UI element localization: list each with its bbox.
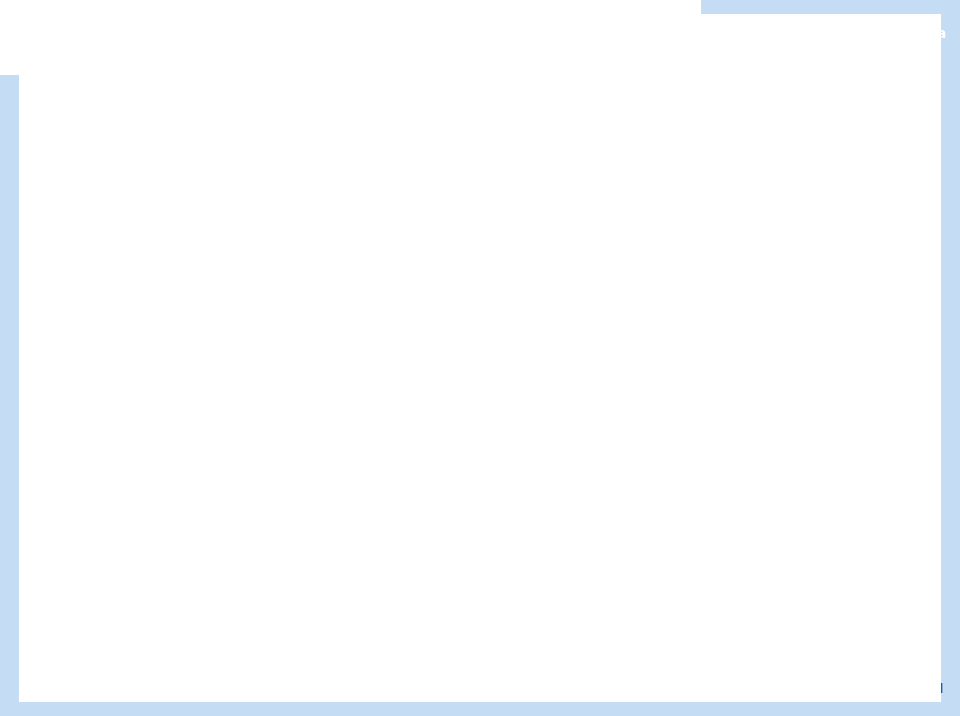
Text: -2,3%: -2,3%	[420, 642, 451, 652]
Ellipse shape	[660, 193, 704, 237]
Text: Polska: Polska	[896, 26, 948, 41]
Text: Spółki potwierdza właściwy kierunek strategii Poczty Polskiej: Spółki potwierdza właściwy kierunek stra…	[125, 127, 656, 142]
Bar	[534, 594, 597, 615]
Text: 4,9%: 4,9%	[489, 600, 516, 610]
Ellipse shape	[328, 193, 372, 237]
Text: -4,9%: -4,9%	[351, 621, 382, 631]
Ellipse shape	[31, 82, 108, 151]
Text: Działania restrukturyzacyjne (Plan Działań: Działania restrukturyzacyjne (Plan Dział…	[379, 195, 601, 205]
Text: ROA brutto: ROA brutto	[43, 621, 101, 631]
Bar	[534, 615, 597, 637]
Text: Sukcesywna poprawa podstawowych wskaźników finansowych: Sukcesywna poprawa podstawowych wskaźnik…	[125, 92, 664, 108]
Bar	[29, 175, 307, 255]
Bar	[401, 594, 470, 615]
Bar	[332, 573, 401, 594]
Bar	[38, 594, 269, 615]
Text: 7: 7	[52, 682, 60, 696]
Bar	[470, 615, 534, 637]
Text: -16,1%: -16,1%	[348, 600, 385, 610]
Bar	[269, 615, 332, 637]
Bar	[326, 175, 643, 255]
Bar	[38, 573, 269, 594]
Bar	[470, 573, 534, 594]
Ellipse shape	[45, 193, 89, 237]
Text: Nowa strategia PP: Nowa strategia PP	[710, 195, 805, 205]
Text: ✓: ✓	[61, 107, 79, 126]
Text: www.poczta-polska.pl: www.poczta-polska.pl	[790, 682, 944, 696]
Text: ROE brutto: ROE brutto	[43, 600, 101, 610]
Text: 7,5: 7,5	[493, 664, 511, 674]
Text: -3,3%: -3,3%	[351, 642, 382, 652]
Text: -18,6: -18,6	[422, 664, 449, 674]
Legend: ROE brutto, ROA brutto, Wskaźnik rentowności obrotu brutto, Dochód/Strata na pla: ROE brutto, ROA brutto, Wskaźnik rentown…	[127, 536, 833, 556]
Text: Naprawczych, „Restrukturyzacja dla Rozwoju”): Naprawczych, „Restrukturyzacja dla Rozwo…	[379, 222, 623, 232]
FancyBboxPatch shape	[0, 0, 701, 75]
Text: 2011: 2011	[550, 579, 581, 589]
Bar	[332, 615, 401, 637]
Bar	[269, 594, 332, 615]
Bar	[332, 658, 401, 679]
FancyBboxPatch shape	[98, 79, 927, 153]
Bar	[534, 573, 597, 594]
Text: zaufania klientów, impuls dla konkurencji PP: zaufania klientów, impuls dla konkurencj…	[96, 221, 327, 232]
Text: 7,6%: 7,6%	[287, 600, 314, 610]
Text: Dochód/Strata na placówkę (tys. zł/placówka): Dochód/Strata na placówkę (tys. zł/placó…	[43, 664, 281, 674]
Bar	[658, 175, 936, 255]
Bar	[401, 637, 470, 658]
Text: 2008: 2008	[351, 579, 382, 589]
Bar	[38, 658, 269, 679]
Text: !: !	[62, 205, 72, 224]
Text: Poczta: Poczta	[819, 26, 871, 41]
Bar	[269, 658, 332, 679]
Text: -27,3: -27,3	[353, 664, 380, 674]
Text: 19,0: 19,0	[554, 664, 577, 674]
Bar	[470, 637, 534, 658]
Text: 1,4%: 1,4%	[489, 621, 516, 631]
Bar	[38, 637, 269, 658]
Text: -12,5%: -12,5%	[418, 600, 454, 610]
Bar	[534, 658, 597, 679]
Bar	[269, 637, 332, 658]
Text: 1,0%: 1,0%	[489, 642, 516, 652]
Text: 11,4%: 11,4%	[549, 600, 582, 610]
Bar	[401, 615, 470, 637]
Text: 2010: 2010	[487, 579, 517, 589]
Bar	[534, 637, 597, 658]
Text: 3,9%: 3,9%	[552, 621, 579, 631]
Text: 14,8: 14,8	[289, 664, 312, 674]
Bar	[470, 658, 534, 679]
Text: 2007: 2007	[285, 579, 316, 589]
Text: Wskaźnik rentowności obrotu brutto: Wskaźnik rentowności obrotu brutto	[43, 642, 232, 652]
Text: 1,9%: 1,9%	[287, 642, 314, 652]
Text: 2,3%: 2,3%	[287, 621, 314, 631]
Bar	[401, 658, 470, 679]
Bar	[38, 615, 269, 637]
Bar	[332, 637, 401, 658]
Bar	[269, 573, 332, 594]
Text: „Zmiana, rozwój, rentowność”: „Zmiana, rozwój, rentowność”	[710, 221, 868, 232]
Text: -3,1%: -3,1%	[420, 621, 451, 631]
Text: 2009: 2009	[420, 579, 451, 589]
Bar	[332, 594, 401, 615]
Bar	[470, 594, 534, 615]
Bar	[401, 573, 470, 594]
Y-axis label: Tysiące: Tysiące	[908, 374, 921, 417]
Text: Strajk pracowników Poczty Polskiej, utrata: Strajk pracowników Poczty Polskiej, utra…	[96, 195, 316, 205]
Text: ✓: ✓	[675, 205, 688, 224]
Text: 2,5%: 2,5%	[552, 642, 579, 652]
